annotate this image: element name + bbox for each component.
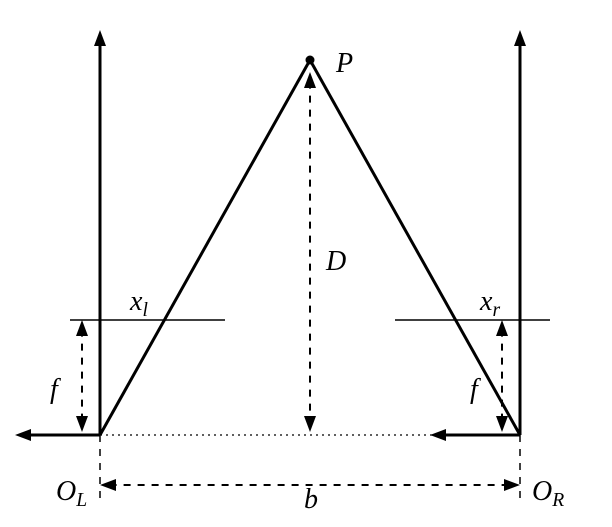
label-xl: xl [129,286,148,321]
label-xr: xr [479,286,500,321]
label-f-right: f [470,374,481,405]
point-p [306,56,315,65]
stereo-geometry-diagram: P Db f f xl xr OL OR [0,0,612,527]
label-p: P [335,48,353,79]
label-f-left: f [50,374,61,405]
label-d: D [325,246,346,277]
label-or: OR [532,476,564,511]
label-ol: OL [56,476,87,511]
label-b: b [304,484,318,515]
